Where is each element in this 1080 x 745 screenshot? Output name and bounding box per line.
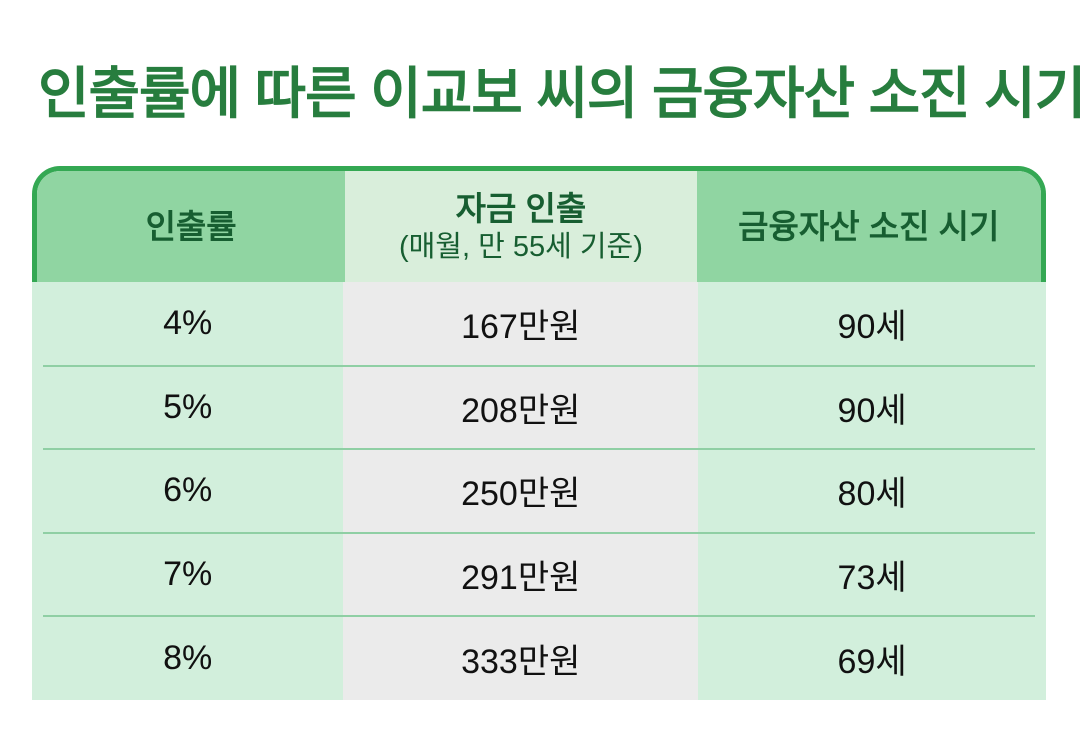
- header-cell-rate: 인출률: [37, 171, 346, 282]
- header-rate-label: 인출률: [145, 207, 237, 245]
- header-cell-withdrawal: 자금 인출 (매월, 만 55세 기준): [345, 171, 697, 282]
- cell-rate: 6%: [32, 449, 344, 533]
- header-withdrawal-sublabel: (매월, 만 55세 기준): [398, 230, 643, 263]
- cell-depletion: 80세: [698, 449, 1046, 533]
- page-title: 인출률에 따른 이교보 씨의 금융자산 소진 시기: [38, 62, 1080, 125]
- table-header-row: 인출률 자금 인출 (매월, 만 55세 기준) 금융자산 소진 시기: [32, 166, 1046, 282]
- header-cell-depletion: 금융자산 소진 시기: [696, 171, 1041, 282]
- cell-withdrawal: 167만원: [343, 282, 699, 366]
- table-row: 4% 167만원 90세: [32, 282, 1046, 366]
- asset-depletion-table: 인출률 자금 인출 (매월, 만 55세 기준) 금융자산 소진 시기 4% 1…: [32, 166, 1046, 700]
- cell-rate: 5%: [32, 365, 344, 450]
- cell-rate: 4%: [32, 282, 344, 366]
- cell-rate: 7%: [32, 532, 344, 617]
- table-body: 4% 167만원 90세 5% 208만원 90세 6% 250만원 80세 7…: [32, 282, 1046, 700]
- header-depletion-label: 금융자산 소진 시기: [738, 207, 1000, 245]
- cell-depletion: 69세: [698, 616, 1046, 700]
- header-withdrawal-label: 자금 인출: [455, 189, 587, 227]
- cell-depletion: 90세: [698, 282, 1046, 366]
- cell-withdrawal: 291만원: [343, 532, 699, 617]
- table-row: 5% 208만원 90세: [32, 364, 1046, 450]
- cell-depletion: 73세: [698, 532, 1046, 617]
- cell-withdrawal: 250만원: [343, 449, 699, 533]
- table-row: 8% 333만원 69세: [32, 615, 1046, 700]
- cell-withdrawal: 333만원: [343, 616, 699, 700]
- cell-depletion: 90세: [698, 365, 1046, 450]
- table-row: 6% 250만원 80세: [32, 448, 1046, 533]
- cell-withdrawal: 208만원: [343, 365, 699, 450]
- cell-rate: 8%: [32, 616, 344, 700]
- table-row: 7% 291만원 73세: [32, 531, 1046, 617]
